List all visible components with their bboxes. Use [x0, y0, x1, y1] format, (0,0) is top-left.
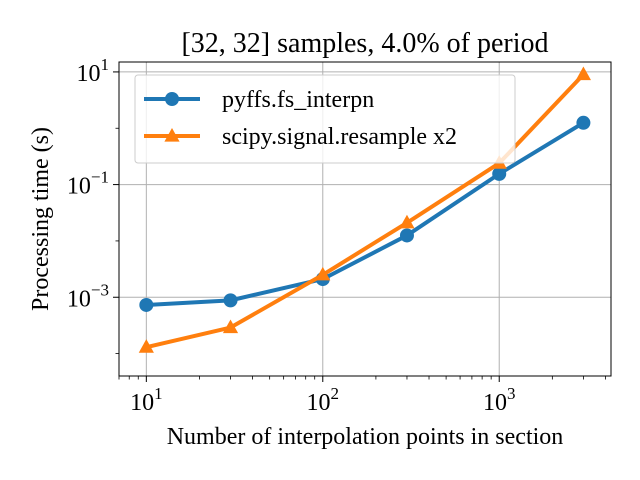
legend-label: pyffs.fs_interpn [222, 87, 374, 113]
axes-frame [118, 61, 612, 377]
tick-labels: 101 102 103 10−3 10−1 101 [67, 55, 516, 416]
chart-title: [32, 32] samples, 4.0% of period [181, 28, 548, 59]
y-tick-label: 101 [77, 55, 110, 87]
y-tick-label: 10−1 [67, 168, 109, 200]
data-point-triangle [399, 214, 415, 229]
legend-marker [164, 128, 180, 142]
legend-box [134, 74, 516, 164]
data-point-triangle [315, 266, 331, 281]
legend-item: pyffs.fs_interpn [144, 87, 374, 113]
data-point-triangle [138, 339, 154, 353]
x-axis-label: Number of interpolation points in sectio… [167, 424, 564, 450]
data-point-circle [223, 293, 238, 308]
data-point-triangle [575, 66, 592, 81]
x-tick-label: 101 [130, 384, 163, 416]
data-point-circle [399, 228, 414, 243]
data-point-circle [576, 115, 591, 130]
legend: pyffs.fs_interpn scipy.signal.resample x2 [134, 74, 516, 164]
y-axis-label: Processing time (s) [28, 127, 54, 311]
data-point-circle [492, 166, 507, 181]
legend-label: scipy.signal.resample x2 [222, 124, 457, 150]
legend-item: scipy.signal.resample x2 [144, 124, 457, 150]
y-tick-label: 10−3 [67, 280, 109, 312]
series-1 [139, 115, 591, 312]
legend-marker [165, 92, 179, 106]
minor-ticks [115, 127, 606, 380]
x-tick-label: 103 [483, 384, 516, 416]
x-tick-label: 102 [307, 384, 340, 416]
data-point-triangle [222, 319, 239, 334]
series-line [144, 120, 586, 307]
data-point-circle [139, 297, 154, 312]
